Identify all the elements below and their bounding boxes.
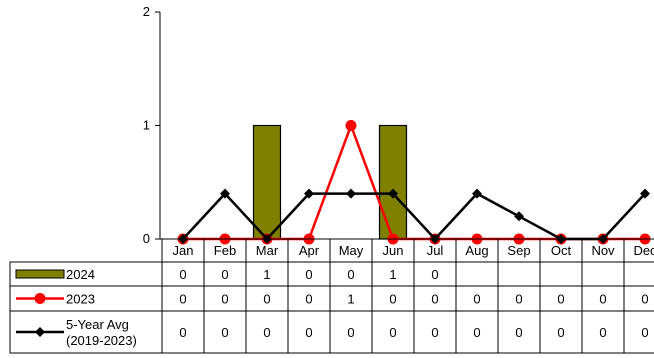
month-label: Nov [591,243,615,258]
table-cell-value: 0 [389,325,396,340]
series-5yr-avg-point [472,188,482,199]
table-cell-value: 0 [305,292,312,307]
table-cell-value: 0 [557,292,564,307]
table-cell-value: 0 [557,325,564,340]
table-cell-value: 0 [599,325,606,340]
table-cell-value: 0 [473,325,480,340]
table-cell-value: 0 [641,292,648,307]
table-cell-value: 0 [473,292,480,307]
month-label: Feb [214,243,236,258]
table-cell [623,285,654,312]
table-cell-value: 0 [431,292,438,307]
table-cell-value: 0 [347,267,354,282]
y-tick-label: 1 [143,118,150,133]
month-label: Apr [299,243,320,258]
series-5yr-avg-point [388,188,398,199]
series-5yr-avg-point [514,211,524,222]
table-cell-value: 0 [221,292,228,307]
table-cell-value: 0 [221,325,228,340]
legend-marker [34,293,46,304]
table-cell [497,261,541,287]
table-cell-value: 0 [221,267,228,282]
table-cell-value: 0 [515,325,522,340]
table-cell [581,261,625,287]
table-cell [455,261,499,287]
table-cell [623,261,654,287]
table-cell-value: 0 [263,325,270,340]
month-label: Jun [383,243,404,258]
series-5yr-avg-point [220,188,230,199]
month-label: Jan [173,243,194,258]
series-5yr-avg-point [640,188,650,199]
legend-label: 2024 [66,267,95,282]
legend-label: 2023 [66,292,95,307]
month-label: Dec [633,243,654,258]
table-cell-value: 0 [599,292,606,307]
table-cell-value: 0 [179,325,186,340]
table-cell-value: 1 [389,267,396,282]
table-cell-value: 1 [347,292,354,307]
legend-marker [35,327,45,337]
data-table: Jan Feb Mar Apr May Jun Jul Aug Sep Oct Nov Dec 2024… [9,238,654,354]
table-cell-value: 0 [347,325,354,340]
table-cell-value: 0 [431,325,438,340]
table-cell-value: 0 [641,325,648,340]
table-cell-value: 0 [305,267,312,282]
table-cell-value: 0 [431,267,438,282]
table-cell-value: 0 [179,292,186,307]
month-label: Aug [465,243,488,258]
table-cell [539,261,583,287]
month-label: Sep [507,243,530,258]
table-cell-value: 0 [179,267,186,282]
bar-2024 [378,124,408,240]
series-2023-point [345,120,357,131]
table-cell-value: 1 [263,267,270,282]
legend-swatch-2024 [15,269,65,279]
table-cell [623,310,654,354]
y-tick-label: 2 [143,4,150,19]
month-label: Oct [551,243,572,258]
table-cell-value: 0 [305,325,312,340]
table-cell-value: 0 [389,292,396,307]
series-5yr-avg-point [304,188,314,199]
series-5yr-avg-point [346,188,356,199]
table-cell-value: 0 [263,292,270,307]
month-label: May [339,243,364,258]
legend-label: 5-Year Avg [66,317,129,332]
plot-area: 0 1 2 [143,4,654,246]
series-5yr-avg-line [182,191,646,241]
y-tick-label: 0 [143,231,150,246]
table-cell-value: 0 [515,292,522,307]
month-label: Jul [427,243,444,258]
legend-label-line2: (2019-2023) [66,333,137,348]
month-label: Mar [256,243,279,258]
bar-2024 [252,124,282,240]
